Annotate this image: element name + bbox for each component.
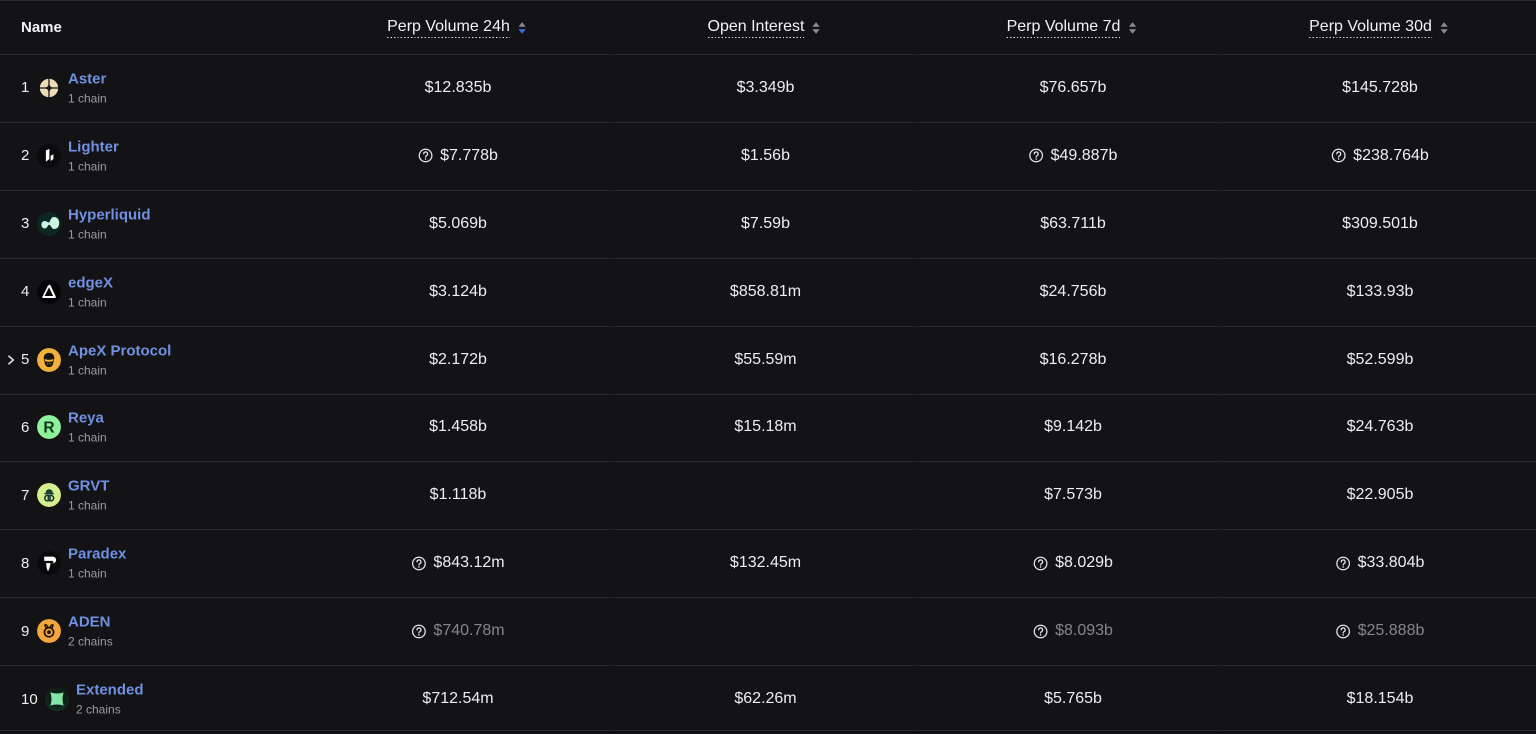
svg-text:R: R bbox=[43, 420, 54, 437]
